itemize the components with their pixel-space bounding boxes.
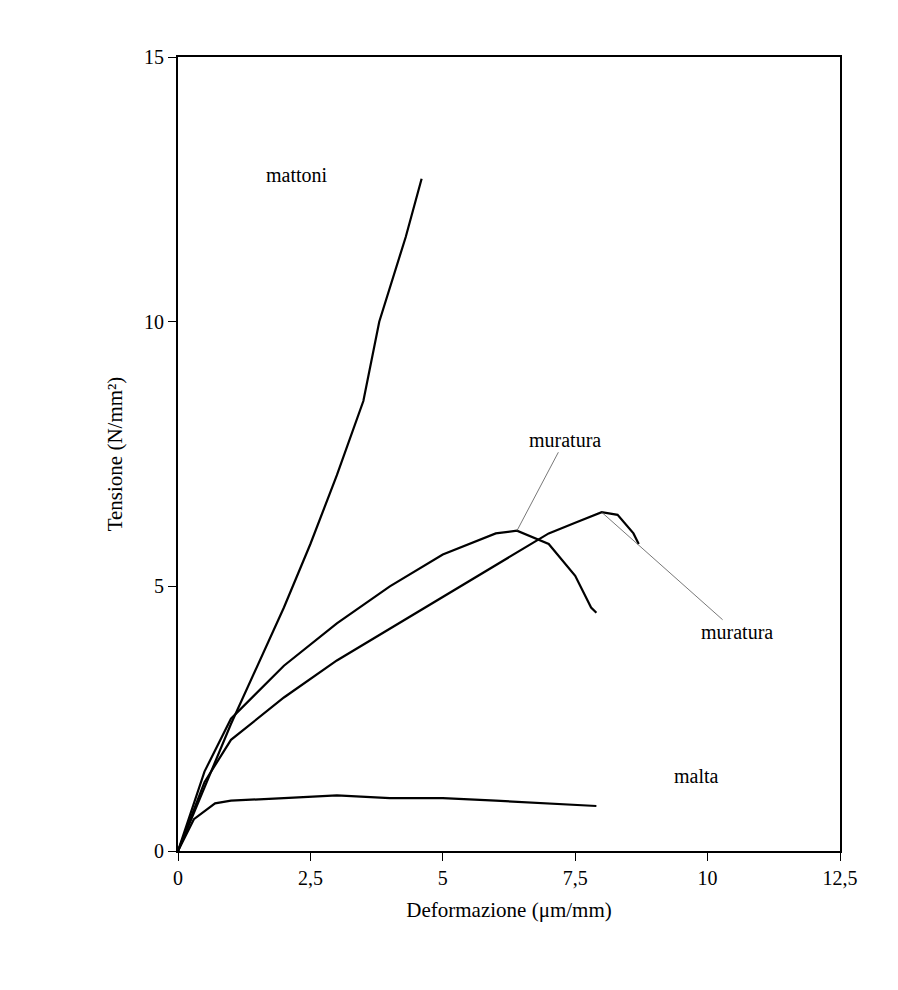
svg-text:Deformazione (μm/mm): Deformazione (μm/mm) — [406, 898, 611, 922]
svg-text:10: 10 — [144, 311, 164, 333]
svg-text:15: 15 — [144, 46, 164, 68]
svg-text:mattoni: mattoni — [266, 164, 328, 186]
svg-text:10: 10 — [698, 867, 718, 889]
svg-text:5: 5 — [438, 867, 448, 889]
svg-text:0: 0 — [154, 840, 164, 862]
svg-text:0: 0 — [173, 867, 183, 889]
svg-text:7,5: 7,5 — [563, 867, 588, 889]
svg-text:12,5: 12,5 — [823, 867, 858, 889]
svg-text:muratura: muratura — [701, 621, 773, 643]
svg-text:muratura: muratura — [529, 429, 601, 451]
svg-text:2,5: 2,5 — [298, 867, 323, 889]
svg-text:Tensione (N/mm²): Tensione (N/mm²) — [103, 377, 127, 532]
svg-text:5: 5 — [154, 575, 164, 597]
svg-text:malta: malta — [674, 765, 719, 787]
